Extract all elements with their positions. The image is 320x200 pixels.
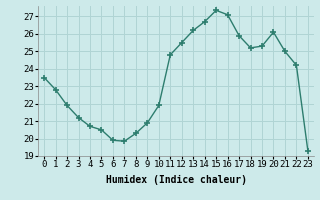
X-axis label: Humidex (Indice chaleur): Humidex (Indice chaleur) — [106, 175, 246, 185]
